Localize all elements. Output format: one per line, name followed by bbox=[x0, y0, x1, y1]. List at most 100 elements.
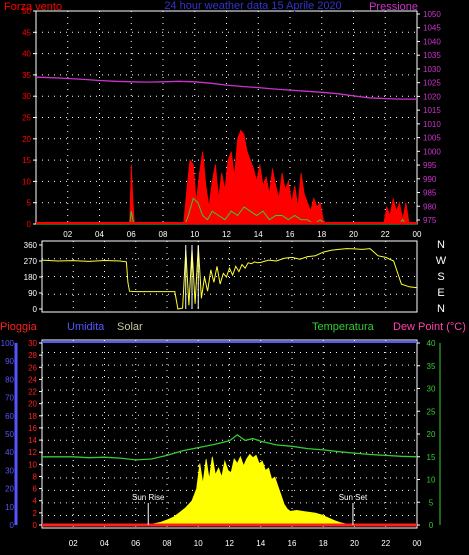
humidity-tick-label: 30 bbox=[5, 466, 14, 475]
pressure-tick-label: 995 bbox=[423, 161, 437, 170]
rain-tick-label: 0 bbox=[33, 521, 38, 530]
x-tick-label: 08 bbox=[163, 539, 172, 548]
sun-event-label: Sun Set bbox=[339, 493, 368, 502]
chart-title: 24 hour weather data 15 Aprile 2020 bbox=[164, 0, 341, 12]
humidity-tick-label: 10 bbox=[5, 503, 14, 512]
rain-tick-label: 4 bbox=[33, 497, 38, 506]
rain-tick-label: 8 bbox=[33, 472, 38, 481]
x-tick-label: 16 bbox=[286, 230, 295, 239]
wind-tick-label: 5 bbox=[27, 199, 32, 208]
pressure-tick-label: 1045 bbox=[423, 24, 441, 33]
temp-tick-label: 30 bbox=[427, 385, 436, 394]
temperature-legend-label: Temperatura bbox=[312, 321, 375, 333]
rain-tick-label: 12 bbox=[28, 448, 37, 457]
x-tick-label: 02 bbox=[69, 539, 78, 548]
climate-panel: 0102030405060708090100024681012141618202… bbox=[0, 321, 466, 548]
x-tick-label: 18 bbox=[319, 539, 328, 548]
temp-tick-label: 40 bbox=[427, 339, 436, 348]
direction-tick-label: 360 bbox=[24, 241, 38, 250]
wind-tick-label: 30 bbox=[22, 92, 31, 101]
compass-label: S bbox=[437, 271, 444, 283]
rain-tick-label: 22 bbox=[28, 388, 37, 397]
pressure-tick-label: 980 bbox=[423, 202, 437, 211]
wind-tick-label: 20 bbox=[22, 135, 31, 144]
rain-legend-label: Pioggia bbox=[0, 321, 38, 333]
direction-tick-label: 90 bbox=[28, 289, 37, 298]
compass-label: N bbox=[437, 239, 445, 251]
rain-tick-label: 6 bbox=[33, 485, 38, 494]
humidity-tick-label: 80 bbox=[5, 375, 14, 384]
pressure-tick-label: 1025 bbox=[423, 79, 441, 88]
humidity-tick-label: 100 bbox=[1, 339, 15, 348]
pressure-axis-label: Pressione bbox=[369, 1, 418, 13]
x-tick-label: 02 bbox=[63, 230, 72, 239]
pressure-tick-label: 1030 bbox=[423, 65, 441, 74]
x-tick-label: 10 bbox=[194, 539, 203, 548]
wind-tick-label: 40 bbox=[22, 50, 31, 59]
rain-tick-label: 26 bbox=[28, 363, 37, 372]
wind-tick-label: 15 bbox=[22, 156, 31, 165]
x-tick-label: 16 bbox=[288, 539, 297, 548]
x-tick-label: 18 bbox=[317, 230, 326, 239]
rain-tick-label: 14 bbox=[28, 436, 37, 445]
wind-pressure-panel: 0510152025303540455097598098599099510001… bbox=[4, 0, 441, 239]
x-tick-label: 06 bbox=[127, 230, 136, 239]
humidity-tick-label: 20 bbox=[5, 485, 14, 494]
humidity-tick-label: 90 bbox=[5, 357, 14, 366]
pressure-tick-label: 1020 bbox=[423, 92, 441, 101]
temp-tick-label: 20 bbox=[427, 430, 436, 439]
panel2-grid bbox=[42, 241, 417, 312]
humidity-tick-label: 60 bbox=[5, 412, 14, 421]
wind-tick-label: 50 bbox=[22, 7, 31, 16]
panel1-marks bbox=[35, 76, 417, 225]
wind-tick-label: 25 bbox=[22, 114, 31, 123]
x-tick-label: 08 bbox=[159, 230, 168, 239]
solar-legend-label: Solar bbox=[117, 321, 143, 333]
x-tick-label: 04 bbox=[95, 230, 104, 239]
compass-label: W bbox=[436, 255, 447, 267]
x-tick-label: 00 bbox=[413, 539, 422, 548]
pressure-line bbox=[35, 76, 417, 100]
wind-direction-line bbox=[41, 245, 418, 310]
temp-tick-label: 15 bbox=[427, 453, 436, 462]
temp-tick-label: 0 bbox=[429, 521, 434, 530]
wind-tick-label: 10 bbox=[22, 177, 31, 186]
temp-tick-label: 35 bbox=[427, 362, 436, 371]
x-tick-label: 14 bbox=[256, 539, 265, 548]
humidity-tick-label: 50 bbox=[5, 430, 14, 439]
rain-tick-label: 28 bbox=[28, 351, 37, 360]
rain-tick-label: 30 bbox=[28, 339, 37, 348]
humidity-tick-label: 40 bbox=[5, 448, 14, 457]
pressure-tick-label: 1015 bbox=[423, 106, 441, 115]
rain-tick-label: 18 bbox=[28, 412, 37, 421]
rain-tick-label: 20 bbox=[28, 400, 37, 409]
pressure-tick-label: 985 bbox=[423, 189, 437, 198]
direction-tick-label: 0 bbox=[33, 305, 38, 314]
direction-tick-label: 180 bbox=[24, 273, 38, 282]
panel3-axes: 0102030405060708090100024681012141618202… bbox=[1, 339, 441, 548]
rain-tick-label: 10 bbox=[28, 460, 37, 469]
temperature-line bbox=[42, 434, 418, 461]
solar-radiation-area bbox=[42, 453, 417, 526]
x-tick-label: 10 bbox=[190, 230, 199, 239]
wind-gust-line bbox=[36, 197, 417, 225]
panel3-marks bbox=[42, 341, 418, 527]
humidity-legend-label: Umidita bbox=[67, 321, 105, 333]
wind-tick-label: 0 bbox=[27, 220, 32, 229]
panel2-marks bbox=[41, 245, 418, 310]
wind-tick-label: 45 bbox=[22, 28, 31, 37]
x-tick-label: 20 bbox=[349, 230, 358, 239]
temp-tick-label: 5 bbox=[429, 498, 434, 507]
pressure-tick-label: 1000 bbox=[423, 147, 441, 156]
humidity-tick-label: 70 bbox=[5, 394, 14, 403]
compass-label: N bbox=[437, 303, 445, 315]
panel1-axes: 0510152025303540455097598098599099510001… bbox=[22, 7, 441, 239]
x-tick-label: 22 bbox=[381, 230, 390, 239]
rain-tick-label: 16 bbox=[28, 424, 37, 433]
dewpoint-legend-label: Dew Point (°C) bbox=[393, 321, 466, 333]
x-tick-label: 00 bbox=[413, 230, 422, 239]
x-tick-label: 20 bbox=[350, 539, 359, 548]
x-tick-label: 22 bbox=[381, 539, 390, 548]
